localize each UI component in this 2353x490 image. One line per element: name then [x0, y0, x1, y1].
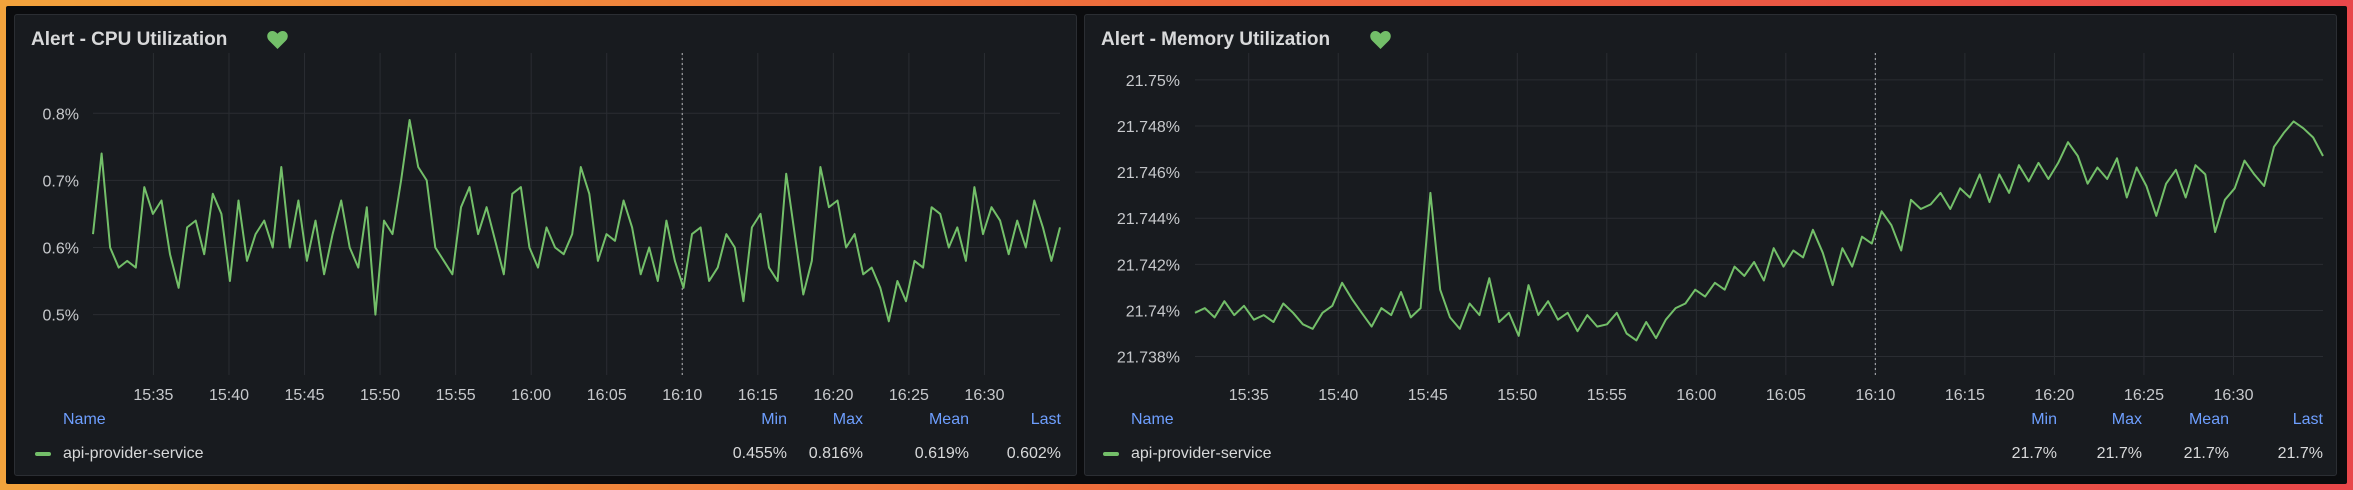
x-tick-label: 15:40 [1318, 387, 1358, 404]
legend-header-last[interactable]: Last [2292, 411, 2323, 428]
x-tick-label: 15:55 [436, 387, 476, 404]
y-tick-label: 21.74% [1126, 303, 1180, 320]
panel-title[interactable]: Alert - Memory Utilization [1101, 29, 1331, 50]
x-tick-label: 15:40 [209, 387, 249, 404]
cpu-utilization-panel[interactable]: Alert - CPU Utilization 0.5% 0.6% 0.7% 0.8%… [14, 14, 1077, 476]
legend-header-name[interactable]: Name [63, 411, 106, 428]
x-tick-label: 15:50 [360, 387, 400, 404]
legend-value-mean: 21.7% [2183, 445, 2229, 462]
x-tick-label: 15:35 [1229, 387, 1269, 404]
y-tick-label: 0.7% [43, 173, 79, 190]
legend-value-min: 21.7% [2011, 445, 2057, 462]
y-tick-label: 0.5% [43, 308, 79, 325]
x-tick-label: 16:25 [889, 387, 929, 404]
legend-value-last: 0.602% [1006, 445, 1061, 462]
memory-utilization-chart[interactable]: 21.738% 21.74% 21.742% 21.744% 21.746% 21.748… [1085, 15, 2338, 405]
x-tick-label: 16:25 [2124, 387, 2164, 404]
y-tick-label: 0.8% [43, 106, 79, 123]
x-tick-label: 16:15 [1945, 387, 1985, 404]
heart-icon [1370, 31, 1391, 49]
x-tick-label: 16:20 [813, 387, 853, 404]
x-tick-label: 16:10 [1855, 387, 1895, 404]
x-tick-label: 15:55 [1587, 387, 1627, 404]
legend-series-swatch [1103, 452, 1119, 456]
x-tick-label: 15:45 [285, 387, 325, 404]
y-tick-label: 0.6% [43, 240, 79, 257]
series-line-api-provider-service[interactable] [92, 119, 1061, 323]
x-tick-label: 16:05 [1766, 387, 1806, 404]
x-tick-label: 16:00 [511, 387, 551, 404]
legend-header-max[interactable]: Max [832, 411, 863, 428]
x-tick-label: 16:30 [964, 387, 1004, 404]
y-tick-label: 21.738% [1117, 350, 1180, 367]
legend-header-name[interactable]: Name [1131, 411, 1174, 428]
memory-utilization-panel[interactable]: Alert - Memory Utilization 21.738% 21.74%… [1084, 14, 2337, 476]
legend-header-mean[interactable]: Mean [2188, 411, 2229, 428]
x-tick-label: 15:50 [1497, 387, 1537, 404]
cpu-utilization-chart[interactable]: 0.5% 0.6% 0.7% 0.8% 15:35 15:40 15:45 15:50 15:5… [15, 15, 1078, 405]
legend-value-mean: 0.619% [914, 445, 969, 462]
x-tick-label: 15:35 [133, 387, 173, 404]
panel-title[interactable]: Alert - CPU Utilization [31, 29, 228, 50]
legend-series-name[interactable]: api-provider-service [63, 445, 204, 462]
y-tick-label: 21.746% [1117, 165, 1180, 182]
x-tick-label: 16:00 [1676, 387, 1716, 404]
series-line-api-provider-service[interactable] [1194, 120, 2324, 342]
legend-series-name[interactable]: api-provider-service [1131, 445, 1272, 462]
dashboard-frame: Alert - CPU Utilization 0.5% 0.6% 0.7% 0.8%… [6, 6, 2347, 484]
y-tick-label: 21.744% [1117, 211, 1180, 228]
x-tick-label: 16:30 [2213, 387, 2253, 404]
x-tick-label: 16:20 [2034, 387, 2074, 404]
y-tick-label: 21.75% [1126, 73, 1180, 90]
heart-icon [267, 31, 288, 49]
x-tick-label: 15:45 [1408, 387, 1448, 404]
legend-header-last[interactable]: Last [1030, 411, 1061, 428]
x-tick-label: 16:15 [738, 387, 778, 404]
legend-header-mean[interactable]: Mean [928, 411, 969, 428]
legend-header-max[interactable]: Max [2111, 411, 2142, 428]
y-tick-label: 21.742% [1117, 257, 1180, 274]
legend-header-min[interactable]: Min [761, 411, 787, 428]
legend-value-max: 0.816% [808, 445, 863, 462]
x-tick-label: 16:05 [587, 387, 627, 404]
legend-series-swatch [35, 452, 51, 456]
y-tick-label: 21.748% [1117, 119, 1180, 136]
x-tick-label: 16:10 [662, 387, 702, 404]
legend-value-max: 21.7% [2096, 445, 2142, 462]
legend-value-last: 21.7% [2277, 445, 2323, 462]
legend-header-min[interactable]: Min [2031, 411, 2057, 428]
legend-value-min: 0.455% [732, 445, 787, 462]
